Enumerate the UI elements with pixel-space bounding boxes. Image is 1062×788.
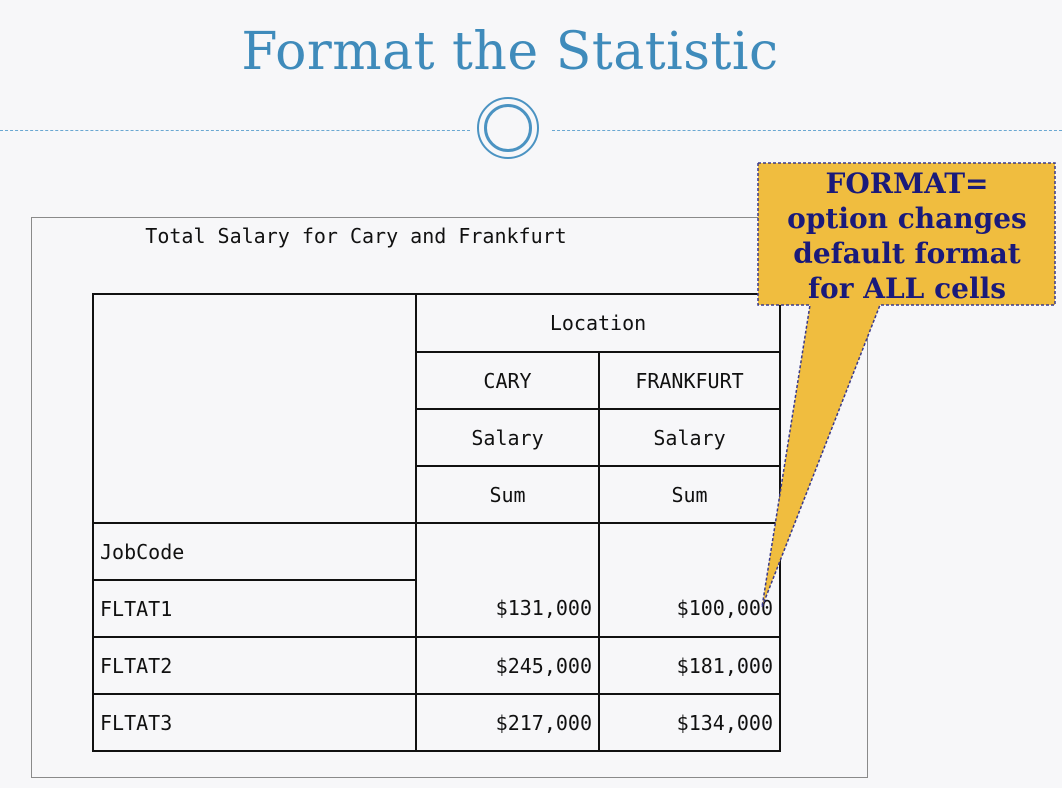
row-label-fltat1: FLTAT1: [92, 579, 417, 638]
report-output-frame: [31, 217, 868, 778]
slide-title: Format the Statistic: [241, 22, 779, 82]
report-title: Total Salary for Cary and Frankfurt: [145, 224, 567, 248]
column-header-frankfurt: FRANKFURT: [598, 351, 781, 410]
cell-fltat2-cary: $245,000: [415, 636, 600, 695]
callout-line-2: option changes: [787, 202, 1027, 235]
analysis-var-cary: Salary: [415, 408, 600, 467]
row-header-blank-cary: [415, 522, 600, 581]
column-group-header: Location: [415, 293, 781, 353]
callout-text: FORMAT= option changes default format fo…: [760, 166, 1054, 306]
circle-ornament-icon: [477, 97, 539, 159]
cell-fltat1-cary: $131,000: [415, 579, 600, 638]
analysis-var-frankfurt: Salary: [598, 408, 781, 467]
title-divider-right: [552, 130, 1062, 131]
row-label-fltat3: FLTAT3: [92, 693, 417, 752]
cell-fltat3-frankfurt: $134,000: [598, 693, 781, 752]
callout-line-3: default format: [793, 237, 1021, 270]
callout-line-1: FORMAT=: [825, 167, 989, 200]
cell-fltat2-frankfurt: $181,000: [598, 636, 781, 695]
callout-line-4: for ALL cells: [808, 272, 1006, 305]
cell-fltat3-cary: $217,000: [415, 693, 600, 752]
row-header-label: JobCode: [92, 522, 417, 581]
statistic-frankfurt: Sum: [598, 465, 781, 524]
cell-fltat1-frankfurt: $100,000: [598, 579, 781, 638]
row-label-fltat2: FLTAT2: [92, 636, 417, 695]
title-divider-left: [0, 130, 470, 131]
row-header-blank-frankfurt: [598, 522, 781, 581]
circle-ornament-inner: [484, 104, 532, 152]
statistic-cary: Sum: [415, 465, 600, 524]
table-corner-cell: [92, 293, 417, 524]
column-header-cary: CARY: [415, 351, 600, 410]
